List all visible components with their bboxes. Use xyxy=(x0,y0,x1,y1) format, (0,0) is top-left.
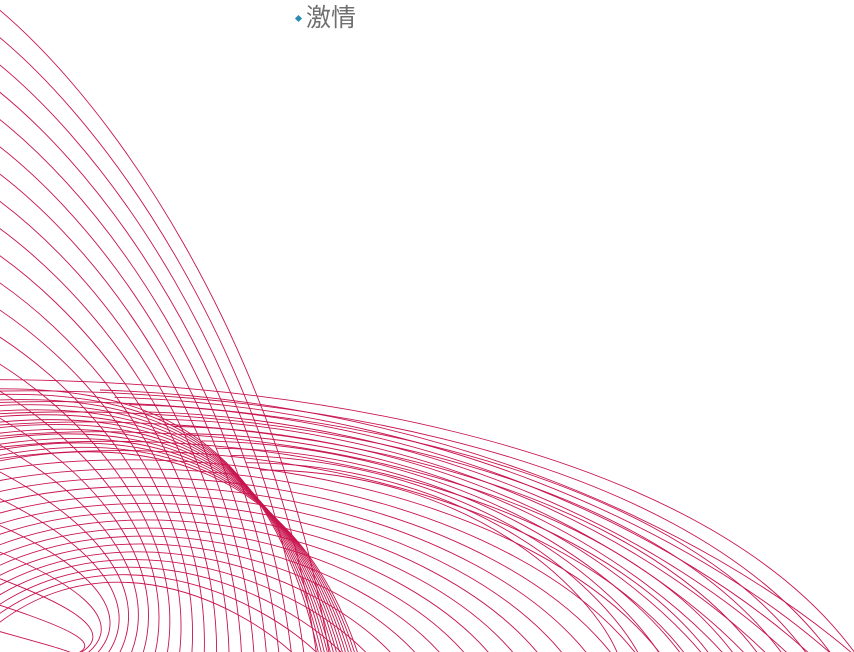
curve-line xyxy=(0,543,416,652)
curve-line xyxy=(0,424,340,652)
curve-line xyxy=(0,447,355,652)
curve-line xyxy=(172,425,744,652)
curve-line xyxy=(0,631,71,652)
curve-line xyxy=(0,419,337,652)
curve-line xyxy=(0,282,205,652)
curve-line xyxy=(0,414,334,652)
curve-line xyxy=(0,393,322,652)
curve-line xyxy=(0,119,280,652)
curve-line xyxy=(99,389,852,652)
curve-line xyxy=(0,201,242,652)
curve-line xyxy=(0,379,854,652)
curve-line xyxy=(245,462,639,652)
curve-line xyxy=(0,91,292,652)
curve-line xyxy=(0,411,782,652)
curve-line xyxy=(0,494,562,652)
curve-line xyxy=(0,444,139,652)
curve-line xyxy=(259,469,618,652)
curve-line xyxy=(0,578,94,652)
curve-line xyxy=(0,604,86,652)
curve-line xyxy=(0,468,636,652)
curve-line xyxy=(0,451,358,652)
curve-line xyxy=(0,574,317,652)
curve-line xyxy=(129,404,809,652)
curve-line xyxy=(0,527,465,652)
curve-line xyxy=(0,477,611,652)
curve-line xyxy=(0,390,160,652)
curve-line xyxy=(230,455,659,652)
curve-line xyxy=(0,409,331,652)
curve-line xyxy=(187,433,723,652)
curve-line xyxy=(0,404,328,652)
curve-line xyxy=(0,146,267,652)
curve-line xyxy=(0,471,129,652)
curve-line xyxy=(0,519,489,652)
bullet-item: 激情 xyxy=(294,2,357,34)
curve-line xyxy=(201,440,702,652)
curve-line xyxy=(0,363,171,652)
curve-line xyxy=(0,437,349,652)
curve-line xyxy=(0,399,325,652)
curve-line xyxy=(0,421,758,652)
curve-line xyxy=(0,566,342,652)
curve-line xyxy=(114,396,830,652)
curve-line xyxy=(0,559,367,652)
curve-line xyxy=(0,64,305,652)
curve-line xyxy=(0,535,440,652)
curve-line xyxy=(158,418,766,652)
curve-line xyxy=(0,428,343,652)
curve-line xyxy=(0,498,120,652)
curve-line xyxy=(0,9,330,652)
diamond-bullet-icon xyxy=(294,14,303,22)
curve-line xyxy=(0,551,102,652)
curve-line xyxy=(0,511,513,652)
curve-line xyxy=(0,551,391,652)
curve-line xyxy=(0,525,111,652)
curve-line xyxy=(143,411,787,652)
curve-line xyxy=(0,502,538,652)
curve-line xyxy=(216,447,681,652)
curve-line xyxy=(0,440,709,652)
curve-line xyxy=(0,459,660,652)
curve-line xyxy=(0,442,352,652)
bullet-text: 激情 xyxy=(306,3,357,32)
curve-line xyxy=(0,228,230,652)
curve-line xyxy=(0,485,587,652)
curve-line xyxy=(0,581,293,652)
curve-line xyxy=(0,309,193,652)
curve-line xyxy=(0,431,733,652)
curve-line xyxy=(0,37,317,652)
curve-line xyxy=(0,388,319,652)
curve-line xyxy=(0,433,346,652)
curve-line xyxy=(0,390,831,652)
curve-line xyxy=(0,336,182,652)
